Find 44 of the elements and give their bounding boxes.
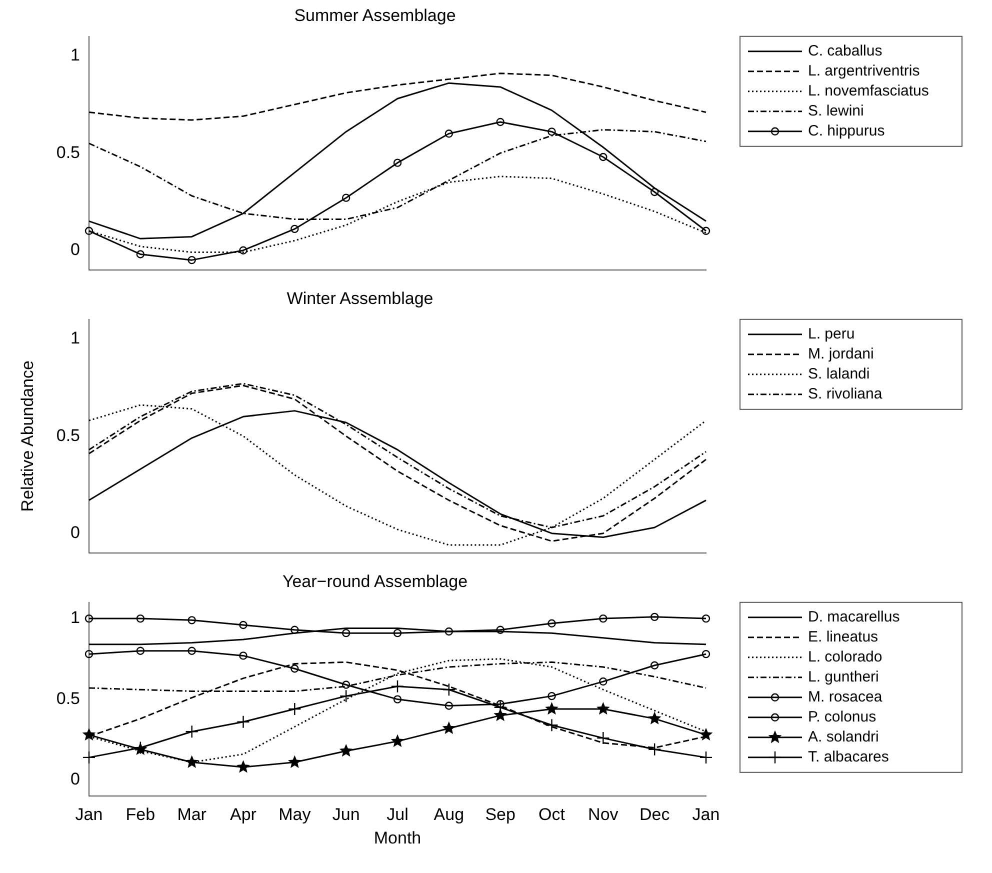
x-tick-label: Dec [639, 805, 670, 824]
legend-label: M. jordani [808, 346, 874, 363]
legend-label: L. colorado [808, 648, 882, 666]
legend-label: A. solandri [808, 728, 879, 746]
x-tick-label: Sep [485, 805, 516, 824]
chart-title: Year−round Assemblage [282, 572, 468, 591]
x-axis-title: Month [374, 828, 422, 848]
y-tick-label: 0 [70, 523, 80, 542]
x-tick-label: Aug [434, 805, 464, 824]
x-tick-label: Mar [177, 805, 207, 824]
legend-label: E. lineatus [808, 628, 878, 646]
legend-label: S. lalandi [808, 366, 870, 383]
y-axis-title: Relative Abundance [18, 360, 37, 512]
y-tick-label: 0 [70, 770, 80, 789]
legend-label: C. hippurus [808, 122, 885, 140]
x-tick-label: Jan [75, 805, 103, 824]
y-tick-label: 0.5 [56, 688, 80, 708]
y-tick-label: 0 [70, 240, 80, 260]
legend-label: L. argentriventris [808, 62, 920, 80]
y-tick-label: 1 [70, 328, 80, 348]
legend-label: L. guntheri [808, 668, 879, 686]
x-tick-label: May [278, 805, 312, 824]
x-tick-label: Feb [126, 805, 156, 824]
y-tick-label: 1 [70, 46, 80, 65]
x-tick-label: Jan [692, 805, 720, 824]
legend-label: M. rosacea [808, 688, 883, 706]
legend-label: L. peru [808, 326, 855, 343]
x-tick-label: Oct [538, 805, 566, 824]
legend-label: D. macarellus [808, 608, 900, 626]
legend-label: S. rivoliana [808, 386, 883, 403]
legend-label: T. albacares [808, 748, 889, 766]
legend-label: L. novemfasciatus [808, 82, 929, 100]
x-tick-label: Apr [230, 805, 257, 824]
x-tick-label: Jun [332, 805, 360, 824]
legend-label: P. colonus [808, 708, 876, 726]
legend-label: S. lewini [808, 102, 864, 120]
y-tick-label: 0.5 [56, 142, 80, 162]
legend-label: C. caballus [808, 42, 882, 60]
chart-title: Winter Assemblage [286, 288, 434, 308]
chart-title: Summer Assemblage [294, 6, 456, 25]
y-tick-label: 0.5 [56, 426, 80, 445]
x-tick-label: Jul [386, 805, 408, 824]
y-tick-label: 1 [70, 608, 80, 628]
x-tick-label: Nov [588, 805, 619, 824]
